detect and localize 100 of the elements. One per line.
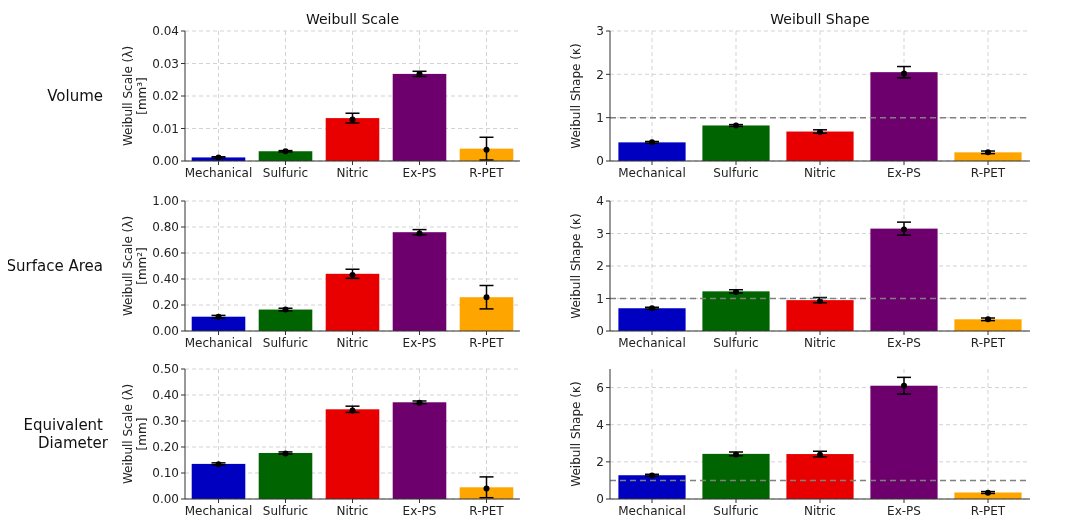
text: Equivalent Diameter bbox=[23, 416, 109, 452]
y-axis-title: Weibull Scale (λ) [mm²] bbox=[121, 215, 149, 317]
y-tick-label: 0.50 bbox=[152, 362, 179, 377]
x-tick-label: Nitric bbox=[804, 504, 836, 518]
x-tick-label: Ex-PS bbox=[402, 504, 437, 518]
y-tick-label: 2 bbox=[596, 259, 604, 274]
x-tick-label: Mechanical bbox=[184, 166, 253, 180]
point bbox=[901, 226, 907, 233]
y-tick-label: 1 bbox=[596, 291, 604, 306]
y-tick-label: 0.20 bbox=[152, 298, 179, 313]
y-tick-label: 0.03 bbox=[152, 56, 179, 71]
y-tick-label: 2 bbox=[596, 455, 604, 470]
y-tick-label: 3 bbox=[596, 24, 604, 39]
x-tick-label: Nitric bbox=[336, 336, 369, 350]
point bbox=[349, 116, 356, 123]
x-tick-label: Nitric bbox=[804, 166, 836, 180]
y-tick-label: 1 bbox=[596, 110, 604, 125]
y-tick-label: 0.60 bbox=[152, 246, 179, 261]
x-tick-label: Sulfuric bbox=[713, 336, 759, 350]
point bbox=[349, 272, 356, 279]
y-tick-label: 0.01 bbox=[152, 121, 179, 136]
point bbox=[483, 485, 490, 492]
x-tick-label: R-PET bbox=[469, 504, 505, 518]
bar bbox=[325, 118, 380, 161]
x-tick-label: Mechanical bbox=[184, 336, 253, 350]
bar bbox=[459, 297, 514, 331]
x-tick-label: Sulfuric bbox=[262, 336, 309, 350]
bar bbox=[702, 291, 770, 331]
bar bbox=[392, 232, 447, 331]
y-axis-title: Weibull Shape (κ) bbox=[569, 381, 583, 487]
bar bbox=[618, 308, 686, 331]
x-tick-label: Ex-PS bbox=[887, 336, 921, 350]
text: Volume bbox=[47, 87, 103, 105]
y-axis-title: Weibull Shape (κ) bbox=[569, 43, 583, 149]
x-tick-label: Mechanical bbox=[618, 166, 686, 180]
y-tick-label: 4 bbox=[596, 417, 604, 432]
bar bbox=[618, 475, 686, 499]
y-tick-label: 0.00 bbox=[152, 492, 179, 507]
x-tick-label: Nitric bbox=[336, 166, 369, 180]
x-tick-label: R-PET bbox=[970, 166, 1006, 180]
bar bbox=[786, 454, 854, 499]
x-tick-label: Ex-PS bbox=[887, 166, 921, 180]
y-tick-label: 0 bbox=[596, 154, 604, 169]
y-axis-title: Weibull Shape (κ) bbox=[569, 213, 583, 319]
bar bbox=[258, 452, 313, 499]
y-tick-label: 3 bbox=[596, 226, 604, 241]
x-tick-label: Sulfuric bbox=[713, 166, 759, 180]
x-tick-label: Mechanical bbox=[618, 336, 686, 350]
y-tick-label: 6 bbox=[596, 380, 604, 395]
chart-title: Weibull Scale bbox=[305, 11, 400, 27]
y-tick-label: 0.10 bbox=[152, 466, 179, 481]
y-tick-label: 0.80 bbox=[152, 220, 179, 235]
x-tick-label: Sulfuric bbox=[713, 504, 759, 518]
y-tick-label: 2 bbox=[596, 67, 604, 82]
y-tick-label: 0 bbox=[596, 492, 604, 507]
bar bbox=[392, 402, 447, 499]
bar bbox=[702, 125, 770, 161]
x-tick-label: R-PET bbox=[469, 166, 505, 180]
bar bbox=[258, 309, 313, 331]
bar bbox=[618, 142, 686, 161]
bar bbox=[325, 273, 380, 331]
point bbox=[901, 382, 907, 389]
y-tick-label: 0.20 bbox=[152, 440, 179, 455]
point bbox=[901, 70, 907, 77]
point bbox=[483, 146, 490, 153]
bar bbox=[392, 73, 447, 161]
y-tick-label: 0.00 bbox=[152, 324, 179, 339]
y-tick-label: 0.00 bbox=[152, 154, 179, 169]
bar bbox=[702, 453, 770, 499]
y-tick-label: 0.40 bbox=[152, 388, 179, 403]
x-tick-label: Ex-PS bbox=[402, 336, 437, 350]
x-tick-label: Mechanical bbox=[184, 504, 253, 518]
x-tick-label: Ex-PS bbox=[887, 504, 921, 518]
y-tick-label: 1.00 bbox=[152, 194, 179, 209]
bar bbox=[786, 300, 854, 331]
x-tick-label: Nitric bbox=[804, 336, 836, 350]
bar bbox=[870, 385, 938, 499]
y-tick-label: 4 bbox=[596, 194, 604, 209]
y-tick-label: 0 bbox=[596, 324, 604, 339]
bar bbox=[459, 487, 514, 499]
y-tick-label: 0.40 bbox=[152, 272, 179, 287]
x-tick-label: Nitric bbox=[336, 504, 369, 518]
x-tick-label: R-PET bbox=[970, 336, 1006, 350]
bar bbox=[786, 131, 854, 161]
bar bbox=[191, 463, 246, 499]
bar bbox=[870, 72, 938, 161]
bar bbox=[870, 228, 938, 331]
chart-title: Weibull Shape bbox=[770, 11, 870, 27]
text: Surface Area bbox=[6, 257, 103, 275]
y-tick-label: 0.02 bbox=[152, 89, 179, 104]
bar bbox=[954, 152, 1022, 161]
bar bbox=[191, 316, 246, 331]
y-tick-label: 0.30 bbox=[152, 414, 179, 429]
point bbox=[483, 294, 490, 301]
bar bbox=[954, 319, 1022, 331]
x-tick-label: Ex-PS bbox=[402, 166, 437, 180]
bar bbox=[325, 409, 380, 499]
y-axis-title: Weibull Scale (λ) [mm³] bbox=[121, 45, 149, 147]
y-axis-title: Weibull Scale (λ) [mm] bbox=[121, 383, 149, 485]
x-tick-label: R-PET bbox=[970, 504, 1006, 518]
